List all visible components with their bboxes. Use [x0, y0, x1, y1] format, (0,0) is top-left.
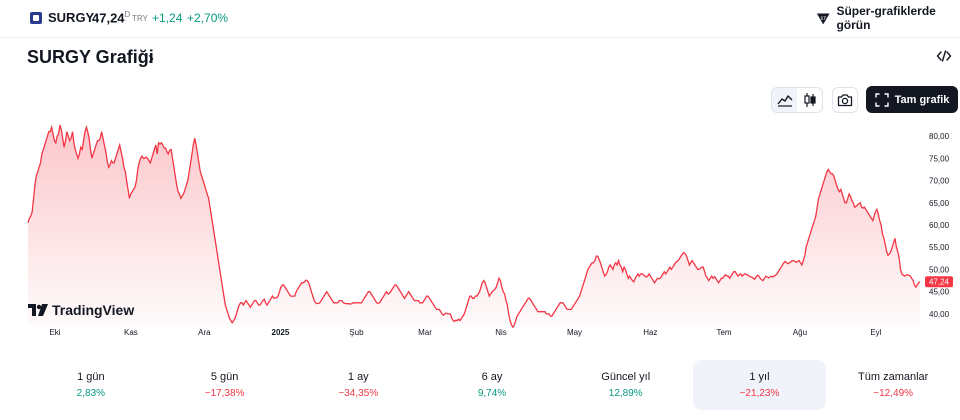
period-all[interactable]: Tüm zamanlar −12,49% — [826, 360, 960, 410]
period-label: 5 gün — [210, 371, 239, 383]
full-chart-button[interactable]: Tam grafik — [866, 86, 958, 113]
tradingview-logo-icon — [28, 304, 48, 316]
period-1m[interactable]: 1 ay −34,35% — [291, 360, 425, 410]
ticker-currency: TRY — [132, 14, 148, 23]
super-chart-icon: 17 — [816, 13, 830, 25]
period-value: 2,83% — [76, 388, 106, 399]
price-flag: D — [124, 10, 131, 19]
y-tick-label: 60,00 — [929, 221, 950, 230]
period-label: 1 yıl — [749, 371, 770, 383]
y-axis: 80,00 75,00 70,00 65,00 60,00 55,00 50,00 45,00… — [929, 132, 950, 319]
period-value: −17,38% — [204, 388, 245, 399]
camera-icon — [837, 94, 853, 107]
company-logo-icon — [30, 12, 42, 24]
embed-code-icon[interactable] — [936, 48, 952, 64]
period-label: Güncel yıl — [601, 371, 651, 383]
watermark-label: TradingView — [52, 302, 135, 318]
fullscreen-icon — [874, 92, 889, 107]
period-1y[interactable]: 1 yıl −21,23% — [692, 360, 827, 410]
y-tick-label: 80,00 — [929, 132, 950, 141]
full-chart-label: Tam grafik — [894, 93, 950, 106]
super-chart-button[interactable]: 17 Süper-grafiklerde görün — [816, 4, 960, 32]
y-tick-label: 70,00 — [929, 177, 950, 186]
period-value: −21,23% — [739, 388, 780, 399]
period-value: 9,74% — [477, 388, 507, 399]
period-value: −12,49% — [873, 388, 914, 399]
period-ytd[interactable]: Güncel yıl 12,89% — [559, 360, 693, 410]
ticker-change: +1,24 — [152, 11, 183, 25]
x-tick-label: May — [567, 328, 582, 337]
top-bar: SURGY 47,24D TRY +1,24 +2,70% 17 Süper-g… — [0, 0, 960, 38]
ticker-change-percent: +2,70% — [187, 11, 229, 25]
screenshot-button[interactable] — [832, 87, 858, 113]
period-value: −34,35% — [338, 388, 379, 399]
period-label: 6 ay — [481, 371, 503, 383]
x-tick-label: Tem — [716, 328, 731, 337]
x-tick-label: Ağu — [793, 328, 807, 337]
period-label: Tüm zamanlar — [858, 371, 929, 383]
x-tick-label: Eyl — [870, 328, 881, 337]
area-chart-button[interactable] — [772, 88, 797, 112]
x-axis: Eki Kas Ara 2025 Şub Mar Nis May Haz Tem Ağu Eyl — [49, 328, 881, 337]
svg-text:17: 17 — [820, 15, 826, 21]
tradingview-watermark: TradingView — [28, 302, 134, 318]
period-selector: 1 gün 2,83% 5 gün −17,38% 1 ay −34,35% 6 ay… — [24, 360, 960, 410]
period-1d[interactable]: 1 gün 2,83% — [24, 360, 158, 410]
y-tick-label: 50,00 — [929, 265, 950, 274]
ticker-symbol[interactable]: SURGY — [48, 10, 95, 25]
x-tick-label: Haz — [643, 328, 657, 337]
x-tick-label: Kas — [124, 328, 138, 337]
x-tick-label: 2025 — [272, 328, 290, 337]
candles-icon — [803, 93, 816, 107]
chart-style-toggle — [771, 87, 823, 113]
candles-chart-button[interactable] — [797, 88, 822, 112]
ticker-price: 47,24D — [92, 10, 130, 25]
period-6m[interactable]: 6 ay 9,74% — [425, 360, 559, 410]
price-chart[interactable]: 80,00 75,00 70,00 65,00 60,00 55,00 50,00 45,00… — [0, 120, 960, 345]
area-chart-icon — [776, 95, 792, 107]
x-tick-label: Şub — [349, 328, 364, 337]
y-tick-label: 65,00 — [929, 199, 950, 208]
y-tick-label: 45,00 — [929, 288, 950, 297]
chevron-right-icon[interactable]: › — [148, 48, 154, 68]
period-value: 12,89% — [608, 388, 643, 399]
ticker-price-value: 47,24 — [92, 10, 125, 26]
period-label: 1 ay — [347, 371, 369, 383]
x-tick-label: Mar — [418, 328, 432, 337]
period-5d[interactable]: 5 gün −17,38% — [158, 360, 292, 410]
last-price-badge-bg — [925, 276, 953, 288]
y-tick-label: 55,00 — [929, 243, 950, 252]
y-tick-label: 75,00 — [929, 154, 950, 163]
chart-title[interactable]: SURGY Grafiği — [27, 47, 154, 67]
y-tick-label: 40,00 — [929, 310, 950, 319]
super-chart-label: Süper-grafiklerde görün — [836, 4, 936, 32]
price-area — [28, 125, 920, 328]
price-line — [27, 124, 921, 329]
x-tick-label: Nis — [495, 328, 507, 337]
x-tick-label: Ara — [198, 328, 211, 337]
period-label: 1 gün — [77, 371, 105, 383]
last-price-badge: 47,24 — [925, 276, 953, 288]
x-tick-label: Eki — [49, 328, 60, 337]
last-price-label: 47,24 — [929, 278, 950, 287]
